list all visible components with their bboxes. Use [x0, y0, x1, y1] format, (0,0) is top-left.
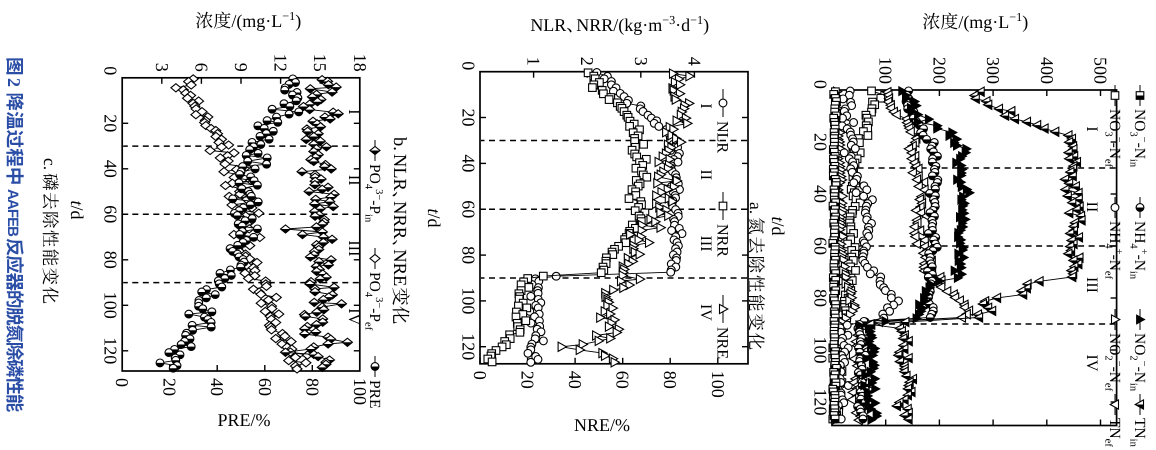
svg-text:80: 80 — [811, 289, 831, 307]
svg-text:120: 120 — [101, 337, 121, 364]
svg-text:0: 0 — [459, 61, 479, 70]
svg-text:20: 20 — [160, 378, 180, 396]
svg-text:NLR: NLR — [389, 154, 409, 192]
svg-text:IV: IV — [345, 308, 362, 325]
svg-text:80: 80 — [660, 371, 680, 389]
svg-text:a.: a. — [746, 202, 766, 214]
svg-text:NH4+-Nin: NH4+-Nin — [1127, 221, 1149, 280]
svg-text:9: 9 — [231, 63, 251, 72]
svg-text:20: 20 — [101, 114, 121, 132]
svg-text:120: 120 — [811, 389, 831, 416]
svg-text:PRE/%: PRE/% — [217, 410, 270, 430]
svg-text:PRE: PRE — [366, 380, 383, 408]
svg-text:III: III — [1083, 277, 1100, 293]
svg-text:300: 300 — [983, 57, 1003, 84]
svg-text:t/d: t/d — [67, 200, 87, 219]
svg-text:NO3−-Nef: NO3−-Nef — [1102, 109, 1124, 168]
svg-text:12: 12 — [271, 54, 291, 72]
svg-text:t/d: t/d — [424, 208, 444, 227]
svg-text:IV: IV — [697, 304, 714, 321]
svg-text:IV: IV — [1083, 355, 1100, 372]
svg-text:III: III — [345, 240, 362, 256]
svg-text:/(mg·L−1): /(mg·L−1) — [231, 9, 301, 31]
svg-text:NRR/(kg·m−3·d−1): NRR/(kg·m−3·d−1) — [576, 13, 709, 35]
svg-text:NO3−-Nin: NO3−-Nin — [1127, 109, 1149, 168]
svg-text:NRE: NRE — [389, 249, 409, 286]
svg-text:2: 2 — [4, 78, 24, 87]
svg-text:2: 2 — [577, 57, 597, 66]
svg-text:c.: c. — [40, 158, 60, 170]
svg-text:60: 60 — [613, 371, 633, 389]
svg-text:120: 120 — [459, 333, 479, 360]
svg-text:100: 100 — [350, 378, 370, 405]
svg-text:80: 80 — [459, 246, 479, 264]
svg-text:80: 80 — [101, 251, 121, 269]
svg-text:60: 60 — [255, 378, 275, 396]
svg-text:400: 400 — [1037, 57, 1057, 84]
svg-text:NO2−-Nin: NO2−-Nin — [1127, 333, 1149, 392]
svg-text:NH4+-Nef: NH4+-Nef — [1102, 221, 1124, 280]
svg-text:II: II — [1083, 202, 1100, 213]
svg-text:0: 0 — [470, 371, 490, 380]
svg-text:b.: b. — [389, 137, 409, 151]
svg-text:3: 3 — [152, 63, 172, 72]
svg-text:NLR: NLR — [714, 121, 731, 153]
svg-text:100: 100 — [101, 292, 121, 319]
svg-text:TNin: TNin — [1127, 418, 1148, 448]
svg-text:NRR: NRR — [714, 224, 731, 257]
svg-text:0: 0 — [101, 66, 121, 75]
svg-text:200: 200 — [929, 57, 949, 84]
svg-text:NRR: NRR — [389, 201, 409, 240]
svg-text:40: 40 — [101, 160, 121, 178]
svg-text:1: 1 — [524, 57, 544, 66]
svg-text:100: 100 — [708, 371, 728, 398]
svg-text:III: III — [697, 236, 714, 252]
svg-text:15: 15 — [310, 54, 330, 72]
svg-text:18: 18 — [350, 54, 370, 72]
svg-text:100: 100 — [876, 57, 896, 84]
svg-text:100: 100 — [811, 337, 831, 364]
svg-text:NO2−-Nef: NO2−-Nef — [1102, 333, 1124, 392]
svg-text:60: 60 — [101, 205, 121, 223]
svg-text:40: 40 — [811, 185, 831, 203]
svg-text:TNef: TNef — [1102, 418, 1123, 447]
svg-text:PO43−-Pin: PO43−-Pin — [362, 164, 384, 223]
svg-text:80: 80 — [302, 378, 322, 396]
svg-text:I: I — [1083, 126, 1100, 131]
svg-text:AAFEB: AAFEB — [4, 189, 21, 237]
svg-text:3: 3 — [631, 57, 651, 66]
svg-text:NRE: NRE — [714, 327, 731, 359]
svg-text:60: 60 — [811, 237, 831, 255]
svg-text:NLR: NLR — [530, 15, 566, 35]
svg-text:II: II — [697, 169, 714, 180]
svg-text:0: 0 — [811, 80, 831, 89]
svg-text:I: I — [345, 109, 362, 114]
svg-text:0: 0 — [112, 378, 132, 387]
svg-text:60: 60 — [459, 200, 479, 218]
svg-text:40: 40 — [565, 371, 585, 389]
svg-text:I: I — [697, 103, 714, 108]
svg-text:6: 6 — [191, 63, 211, 72]
svg-text:20: 20 — [518, 371, 538, 389]
svg-text:100: 100 — [459, 287, 479, 314]
svg-text:20: 20 — [811, 133, 831, 151]
svg-text:40: 40 — [207, 378, 227, 396]
svg-text:40: 40 — [459, 154, 479, 172]
svg-text:II: II — [345, 175, 362, 186]
svg-text:20: 20 — [459, 109, 479, 127]
svg-text:PO43−-Pef: PO43−-Pef — [362, 272, 384, 331]
svg-text:500: 500 — [1091, 57, 1111, 84]
svg-text:NRE/%: NRE/% — [574, 415, 630, 435]
svg-text:t/d: t/d — [768, 216, 788, 235]
svg-text:/(mg·L−1): /(mg·L−1) — [958, 10, 1028, 32]
svg-text:4: 4 — [684, 57, 704, 66]
